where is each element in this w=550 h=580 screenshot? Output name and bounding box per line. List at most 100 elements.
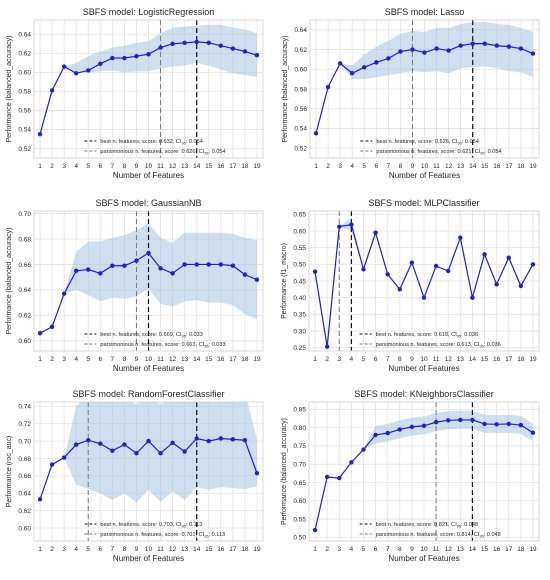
- data-point: [518, 46, 524, 51]
- x-axis-label: Number of Features: [389, 171, 460, 180]
- x-tick-label: 10: [421, 163, 429, 170]
- y-tick-label: 0.62: [18, 508, 31, 515]
- y-tick-label: 0.55: [293, 516, 306, 523]
- x-tick-label: 8: [123, 356, 127, 363]
- y-tick-label: 0.60: [18, 525, 31, 532]
- y-axis-label: Performance (f1_macro): [281, 243, 288, 319]
- x-tick-label: 8: [399, 163, 403, 170]
- data-point: [482, 421, 487, 427]
- x-tick-label: 8: [398, 546, 402, 553]
- y-axis-label: Performance (balanced_accuracy): [281, 418, 288, 525]
- y-tick-label: 0.60: [18, 338, 31, 345]
- chart-panel-1: 1 2 3 4 5 6 7 8 9 10 11 12 13 14 15 16 17 18 190.520.540.5…: [6, 7, 264, 180]
- x-tick-label: 2: [326, 163, 330, 170]
- data-point: [206, 40, 211, 46]
- confidence-band: [316, 21, 533, 134]
- data-point: [324, 474, 330, 480]
- plot-frame: [33, 401, 264, 542]
- x-tick-label: 16: [493, 163, 501, 170]
- legend-entry: best n. features, score: 0.626, CI95: 0.…: [376, 139, 479, 146]
- x-tick-label: 13: [457, 356, 465, 363]
- x-tick-label: 1: [38, 356, 42, 363]
- plot-content: [37, 211, 260, 351]
- data-point: [397, 287, 402, 292]
- data-point: [530, 51, 536, 56]
- y-tick-label: 0.65: [293, 212, 306, 219]
- legend-entry: parsimonious n. features, score: 0.613, …: [376, 342, 501, 349]
- data-point: [86, 68, 91, 73]
- y-tick-label: 0.52: [294, 145, 307, 152]
- legend-entry: parsimonious n. features, score: 0.814, …: [376, 532, 501, 539]
- data-point: [397, 427, 402, 432]
- y-tick-label: 0.45: [293, 278, 306, 285]
- data-point: [98, 61, 103, 66]
- x-axis-label: Number of Features: [113, 554, 184, 563]
- confidence-band: [40, 24, 257, 135]
- data-point: [37, 497, 43, 502]
- data-point: [482, 252, 487, 257]
- data-point: [61, 64, 67, 69]
- data-point: [458, 417, 463, 423]
- data-point: [506, 421, 511, 427]
- x-tick-label: 16: [217, 163, 225, 170]
- chart-title: SBFS model: Lasso: [385, 7, 465, 17]
- x-tick-label: 15: [205, 546, 213, 553]
- data-point: [86, 267, 91, 272]
- plot-frame: [309, 19, 540, 159]
- x-tick-label: 10: [420, 356, 428, 363]
- data-point: [86, 438, 91, 443]
- x-axis-label: Number of Features: [388, 364, 459, 373]
- data-point: [325, 84, 331, 90]
- data-point: [49, 324, 55, 330]
- x-tick-label: 7: [387, 163, 391, 170]
- x-tick-label: 9: [135, 546, 139, 553]
- data-point: [122, 55, 127, 61]
- data-point: [530, 430, 536, 435]
- y-tick-label: 0.70: [18, 438, 31, 445]
- x-tick-label: 19: [529, 546, 537, 553]
- x-tick-label: 3: [338, 163, 342, 170]
- x-tick-label: 17: [505, 546, 513, 553]
- x-tick-label: 2: [325, 356, 329, 363]
- data-point: [194, 262, 199, 267]
- x-tick-label: 11: [433, 163, 440, 170]
- data-point: [110, 448, 115, 453]
- data-point: [242, 438, 248, 443]
- plot-content: [37, 402, 260, 541]
- x-tick-label: 6: [98, 546, 102, 553]
- plot-content: [313, 20, 536, 158]
- data-point: [434, 46, 439, 51]
- chart-panel-2: 1 2 3 4 5 6 7 8 9 10 11 12 13 14 15 16 17 18 190.520.540.5…: [282, 7, 540, 180]
- y-axis-label: Performance (balanced_accuracy): [6, 36, 13, 143]
- data-point: [182, 262, 187, 267]
- y-axis-label: Performance (balanced_accuracy): [282, 36, 289, 143]
- x-tick-label: 8: [398, 356, 402, 363]
- x-tick-label: 14: [193, 546, 201, 553]
- data-point: [518, 422, 524, 428]
- data-point: [409, 424, 415, 430]
- y-tick-label: 0.64: [18, 491, 31, 498]
- x-tick-label: 16: [493, 546, 501, 553]
- data-point: [421, 295, 427, 300]
- data-point: [422, 50, 427, 55]
- data-point: [61, 455, 67, 460]
- y-tick-label: 0.55: [293, 245, 306, 252]
- data-point: [506, 255, 511, 260]
- x-tick-label: 16: [217, 356, 225, 363]
- data-point: [410, 47, 415, 52]
- x-tick-label: 8: [123, 163, 127, 170]
- x-tick-label: 5: [362, 546, 366, 553]
- y-tick-label: 0.54: [294, 126, 307, 133]
- y-tick-label: 0.85: [293, 407, 306, 414]
- data-point: [349, 222, 354, 227]
- y-tick-label: 0.66: [18, 473, 31, 480]
- x-tick-label: 10: [145, 546, 153, 553]
- legend: best n. features, score: 0.669, CI95: 0.…: [84, 332, 226, 349]
- x-tick-label: 2: [50, 546, 54, 553]
- x-tick-label: 9: [410, 546, 414, 553]
- x-tick-label: 17: [229, 356, 237, 363]
- legend-entry: best n. features, score: 0.632, CI95: 0.…: [100, 139, 203, 146]
- data-point: [337, 61, 343, 66]
- y-tick-label: 0.80: [293, 425, 306, 432]
- x-tick-label: 18: [241, 163, 249, 170]
